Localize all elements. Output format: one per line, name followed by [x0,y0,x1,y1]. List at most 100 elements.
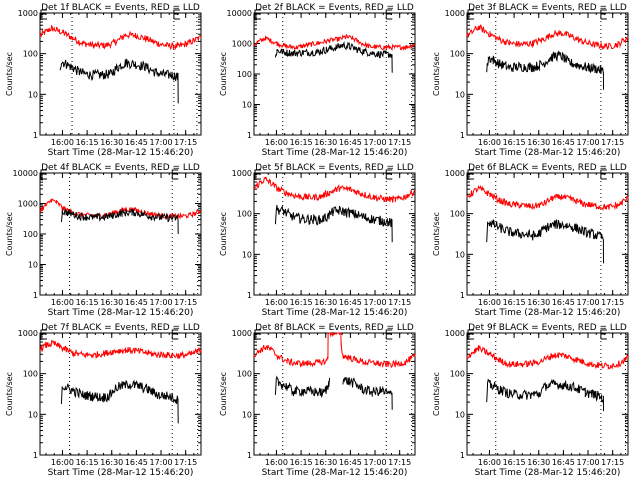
plot-frame [253,172,416,296]
y-tick-label: 10 [242,250,252,259]
x-tick-label: 16:30 [527,298,550,307]
panel-5: Det 5f BLACK = Events, RED = LLD Start Ti… [219,163,416,318]
x-tick-label: 16:30 [527,138,550,147]
y-tick-label: 1 [247,131,252,140]
y-tick-label: 1 [33,291,38,300]
x-tick-label: 16:30 [314,298,337,307]
lld-series-line [253,33,416,52]
y-tick-label: 10000 [13,169,38,178]
interval-bracket [171,169,179,180]
x-tick-label: 16:00 [478,138,501,147]
y-tick-label: 1 [33,131,38,140]
x-tick-label: 16:00 [265,298,288,307]
x-tick-label: 17:00 [576,138,599,147]
x-tick-label: 16:00 [478,298,501,307]
x-tick-label: 17:15 [174,138,197,147]
lld-series-line [466,24,629,50]
y-tick-label: 1000 [18,329,38,338]
y-tick-label: 1 [247,451,252,460]
y-tick-label: 10 [455,410,465,419]
x-tick-label: 17:00 [149,458,172,467]
x-tick-label: 16:00 [478,458,501,467]
lld-series-line [253,331,416,369]
interval-bracket [40,329,47,340]
x-tick-label: 16:15 [76,138,99,147]
x-tick-label: 16:00 [51,458,74,467]
x-tick-label: 16:30 [527,458,550,467]
y-tick-label: 10 [28,410,38,419]
y-tick-label: 100 [23,230,38,239]
x-tick-label: 16:00 [265,458,288,467]
events-series-line [60,208,179,235]
x-axis-label: Start Time (28-Mar-12 15:46:20) [262,308,408,318]
x-tick-label: 16:30 [314,138,337,147]
lld-series-line [39,24,202,51]
x-tick-label: 16:45 [339,298,362,307]
y-tick-label: 100 [237,370,252,379]
x-tick-label: 17:15 [601,458,624,467]
x-tick-label: 16:15 [290,298,313,307]
y-tick-label: 1 [460,291,465,300]
x-tick-label: 16:15 [290,458,313,467]
x-tick-label: 17:00 [363,458,386,467]
interval-bracket [173,9,180,20]
plot-title: Det 8f BLACK = Events, RED = LLD [255,323,414,333]
plot-frame [466,332,629,456]
lld-series-line [466,344,629,370]
y-tick-label: 100 [450,370,465,379]
events-series-line [486,219,604,264]
x-tick-label: 16:15 [503,458,526,467]
x-tick-label: 17:00 [576,298,599,307]
y-tick-label: 1000 [445,9,465,18]
x-tick-label: 16:45 [552,138,575,147]
plot-title: Det 1f BLACK = Events, RED = LLD [41,3,200,13]
interval-bracket [385,9,393,20]
y-tick-label: 1000 [18,200,38,209]
y-tick-label: 100 [237,210,252,219]
x-tick-label: 17:15 [388,298,411,307]
x-tick-label: 16:15 [76,298,99,307]
y-tick-label: 10 [242,410,252,419]
plot-frame [39,172,202,296]
events-series-line [274,204,393,243]
x-axis-label: Start Time (28-Mar-12 15:46:20) [48,148,194,158]
events-series-line [486,50,604,90]
interval-bracket [467,169,474,180]
x-tick-label: 16:30 [100,298,123,307]
interval-bracket [385,169,393,180]
x-tick-label: 17:00 [576,458,599,467]
x-tick-label: 16:45 [552,458,575,467]
plot-title: Det 4f BLACK = Events, RED = LLD [41,163,200,173]
x-tick-label: 17:15 [174,458,197,467]
x-tick-label: 17:15 [174,298,197,307]
y-axis-label: Counts/sec [432,52,441,96]
y-tick-label: 1000 [232,40,252,49]
y-tick-label: 1 [33,451,38,460]
interval-bracket [467,9,474,20]
x-tick-label: 16:15 [76,458,99,467]
interval-bracket [600,329,607,340]
x-tick-label: 16:15 [503,138,526,147]
panel-3: Det 3f BLACK = Events, RED = LLD Start Ti… [432,3,629,158]
lld-series-line [40,339,202,360]
x-tick-label: 16:30 [100,458,123,467]
x-tick-label: 16:45 [552,298,575,307]
x-tick-label: 17:15 [601,298,624,307]
x-tick-label: 16:15 [290,138,313,147]
lld-series-line [466,184,629,212]
interval-bracket [171,329,179,340]
y-tick-label: 100 [450,210,465,219]
plot-title: Det 3f BLACK = Events, RED = LLD [468,3,627,13]
panel-7: Det 7f BLACK = Events, RED = LLD Start Ti… [5,323,202,478]
y-tick-label: 1000 [232,329,252,338]
x-axis-label: Start Time (28-Mar-12 15:46:20) [475,468,621,478]
interval-bracket [254,9,261,20]
y-axis-label: Counts/sec [5,212,14,256]
x-tick-label: 16:45 [125,298,148,307]
x-tick-label: 16:00 [51,138,74,147]
x-tick-label: 16:45 [339,458,362,467]
plot-title: Det 5f BLACK = Events, RED = LLD [255,163,414,173]
plot-title: Det 7f BLACK = Events, RED = LLD [41,323,200,333]
y-axis-label: Counts/sec [219,372,228,416]
x-tick-label: 16:00 [265,138,288,147]
